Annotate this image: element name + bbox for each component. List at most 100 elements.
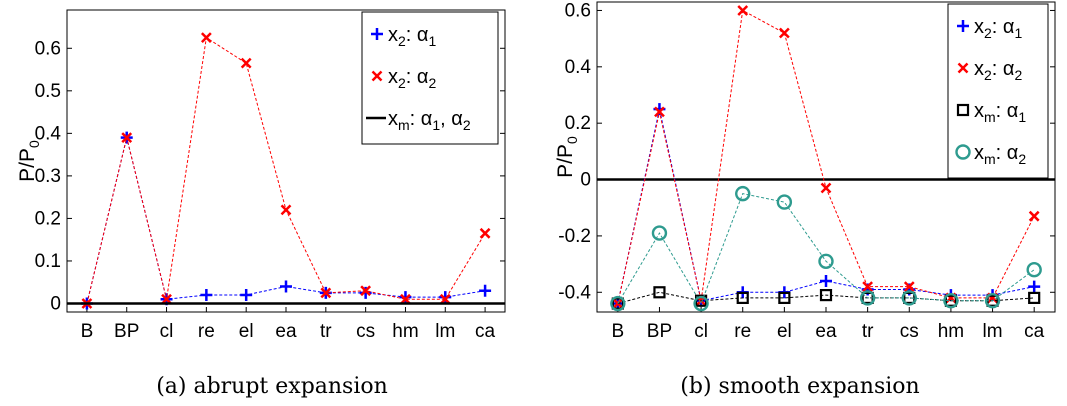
- series-3: [610, 185, 1042, 312]
- data-point: [1026, 262, 1042, 278]
- x-tick-label: tr: [320, 321, 332, 342]
- y-tick-label: -0.2: [558, 226, 591, 247]
- series-line: [617, 193, 1035, 305]
- x-tick-label: hm: [938, 321, 964, 342]
- x-tick-label: B: [611, 321, 624, 342]
- series-0: [80, 131, 492, 310]
- data-point: [610, 295, 626, 312]
- data-point-d2: [479, 227, 491, 239]
- data-point: [735, 185, 751, 202]
- data-point: [778, 291, 791, 305]
- legend-box: [947, 3, 1049, 179]
- legend-label: x2: α2: [974, 58, 1022, 83]
- data-point: [944, 294, 958, 307]
- legend-marker-d2: [957, 62, 969, 74]
- data-point: [776, 194, 793, 210]
- chart-a: 0 0.1 0.2 0.3 0.4 0.5 0.6 B BP cl re el ea tr cs hm lm ca…: [16, 9, 506, 342]
- legend-marker: [956, 103, 970, 117]
- series-1: [81, 32, 491, 309]
- legend-marker: [955, 144, 971, 160]
- legend-label: x2: α2: [388, 66, 436, 91]
- data-point-d2: [400, 293, 411, 305]
- x-tick-label: re: [734, 321, 751, 342]
- y-tick-label: 0.4: [35, 123, 62, 144]
- x-tick-label: ea: [815, 321, 837, 342]
- x-tick-label: cs: [356, 321, 375, 342]
- data-point-d2: [862, 281, 874, 293]
- data-point: [651, 225, 668, 241]
- x-tick-label: lm: [435, 321, 455, 342]
- series-line: [86, 137, 486, 304]
- x-tick-label: cs: [900, 321, 919, 342]
- y-tick-label: 0: [580, 170, 591, 191]
- y-tick-label: 0.4: [565, 57, 592, 78]
- data-point: [818, 253, 834, 269]
- x-tick-label: re: [198, 321, 215, 342]
- legend-label: xm: α1: [974, 100, 1026, 125]
- data-point-d2: [200, 32, 212, 44]
- legend-label: xm: α2: [974, 142, 1026, 167]
- x-tick-label: hm: [392, 321, 418, 342]
- caption-a: (a) abrupt expansion: [156, 374, 388, 399]
- data-point-d2: [320, 287, 332, 299]
- data-point-d2: [778, 27, 790, 39]
- data-point-d2: [161, 293, 172, 305]
- y-axis-label: P/P0: [16, 140, 42, 182]
- data-point-d2: [121, 132, 133, 143]
- x-tick-label: BP: [647, 321, 672, 342]
- x-tick-label: BP: [114, 321, 139, 342]
- x-tick-label: cl: [160, 321, 174, 342]
- y-tick-label: -0.4: [558, 282, 591, 303]
- data-point: [819, 288, 833, 302]
- data-point: [984, 293, 1001, 309]
- y-tick-label: 0.6: [565, 0, 591, 21]
- data-point-d2: [280, 204, 292, 216]
- legend-label: x2: α1: [974, 16, 1022, 41]
- data-point: [736, 291, 749, 305]
- data-point-d2: [737, 5, 749, 16]
- x-tick-label: ca: [475, 321, 496, 342]
- y-tick-label: 0.1: [35, 251, 61, 272]
- legend: x2: α1 x2: α2 xm: α1, α2: [361, 11, 499, 145]
- data-point-d2: [360, 285, 372, 297]
- data-point: [901, 290, 917, 306]
- data-point-d2: [240, 57, 252, 69]
- x-tick-label: cl: [694, 321, 708, 342]
- legend-marker-d2: [371, 70, 383, 82]
- chart-b: -0.4 -0.2 0 0.2 0.4 0.6 B BP cl re el ea tr cs hm lm ca P…: [554, 0, 1056, 342]
- x-tick-label: lm: [983, 321, 1003, 342]
- y-tick-label: 0.6: [35, 38, 61, 59]
- x-tick-label: el: [777, 321, 792, 342]
- data-point: [903, 291, 916, 305]
- data-point: [943, 293, 959, 309]
- data-point-d2: [903, 281, 915, 293]
- y-tick-label: 0: [50, 293, 61, 314]
- legend-label: xm: α1, α2: [388, 108, 471, 133]
- data-point-d2: [820, 182, 832, 194]
- y-tick-label: 0.2: [35, 208, 61, 229]
- legend-box: [361, 11, 499, 145]
- data-point-d2: [439, 293, 451, 305]
- data-point: [1028, 291, 1041, 305]
- series-line: [617, 291, 1035, 305]
- data-point: [611, 297, 624, 310]
- legend-label: x2: α1: [388, 24, 436, 49]
- data-point-d2: [654, 106, 665, 118]
- data-point-d2: [1028, 210, 1040, 222]
- x-tick-label: tr: [862, 321, 874, 342]
- data-point: [653, 286, 666, 299]
- series-2: [611, 286, 1041, 310]
- x-tick-label: ca: [1024, 321, 1045, 342]
- x-tick-label: B: [81, 321, 94, 342]
- x-tick-label: el: [239, 321, 254, 342]
- caption-b: (b) smooth expansion: [680, 374, 919, 399]
- legend: x2: α1 x2: α2 xm: α1 xm: α2: [947, 3, 1049, 179]
- data-point: [859, 290, 876, 306]
- y-tick-label: 0.2: [565, 113, 591, 134]
- y-tick-label: 0.5: [35, 81, 61, 102]
- x-tick-label: ea: [275, 321, 297, 342]
- y-axis-label: P/P0: [554, 136, 580, 178]
- data-point: [693, 295, 709, 312]
- y-tick-label: 0.3: [35, 166, 61, 187]
